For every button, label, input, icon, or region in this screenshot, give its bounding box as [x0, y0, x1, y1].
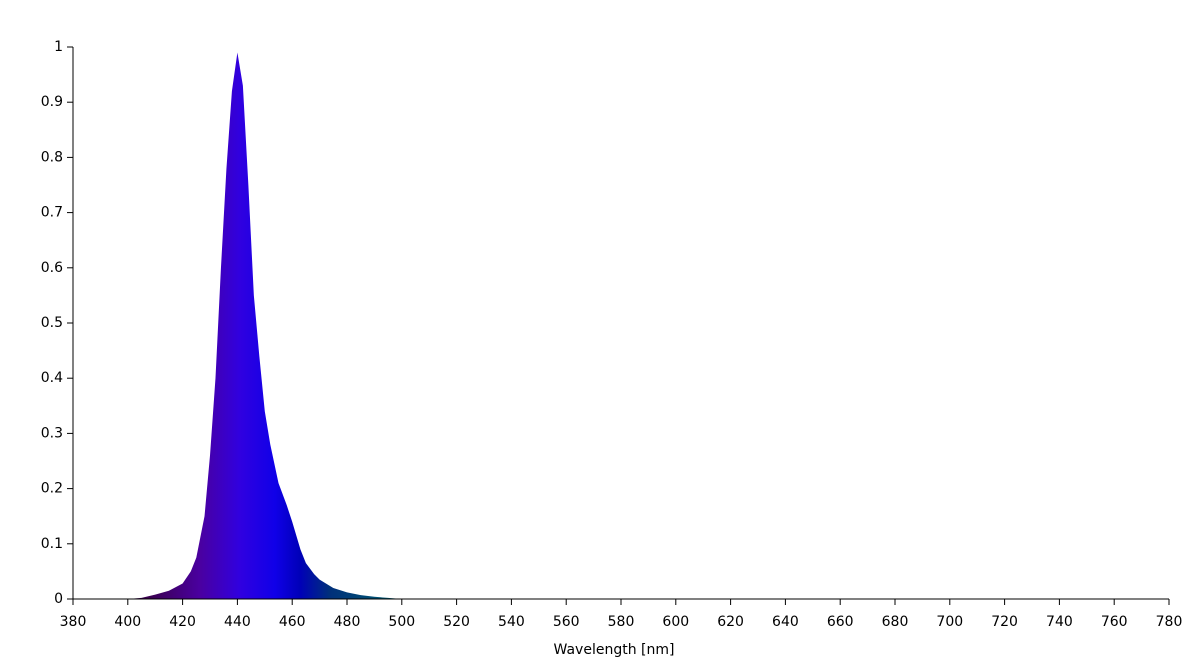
x-tick-label: 520 — [443, 614, 470, 630]
x-tick-label: 660 — [827, 614, 854, 630]
y-tick-label: 0 — [54, 591, 63, 607]
y-tick-label: 0.3 — [41, 425, 63, 441]
x-tick-label: 560 — [553, 614, 580, 630]
x-tick-label: 540 — [498, 614, 525, 630]
y-tick-label: 0.7 — [41, 205, 63, 221]
x-tick-label: 480 — [334, 614, 361, 630]
x-tick-label: 680 — [882, 614, 909, 630]
y-tick-label: 0.1 — [41, 536, 63, 552]
x-tick-label: 780 — [1156, 614, 1183, 630]
spectrum-area — [73, 52, 1169, 599]
y-tick-label: 0.9 — [41, 94, 63, 110]
x-tick-label: 640 — [772, 614, 799, 630]
y-tick-label: 0.5 — [41, 315, 63, 331]
x-tick-label: 760 — [1101, 614, 1128, 630]
x-tick-label: 620 — [717, 614, 744, 630]
x-tick-label: 700 — [936, 614, 963, 630]
y-tick-label: 0.4 — [41, 370, 63, 386]
x-tick-label: 500 — [388, 614, 415, 630]
x-axis-label: Wavelength [nm] — [554, 642, 675, 658]
y-tick-label: 0.2 — [41, 481, 63, 497]
x-tick-label: 460 — [279, 614, 306, 630]
y-tick-label: 0.6 — [41, 260, 63, 276]
x-tick-label: 420 — [169, 614, 196, 630]
x-tick-label: 580 — [608, 614, 635, 630]
x-tick-label: 380 — [60, 614, 87, 630]
x-tick-label: 400 — [114, 614, 141, 630]
x-tick-label: 720 — [991, 614, 1018, 630]
x-tick-label: 440 — [224, 614, 251, 630]
x-tick-label: 600 — [662, 614, 689, 630]
y-tick-label: 0.8 — [41, 149, 63, 165]
y-tick-label: 1 — [54, 39, 63, 55]
x-tick-label: 740 — [1046, 614, 1073, 630]
